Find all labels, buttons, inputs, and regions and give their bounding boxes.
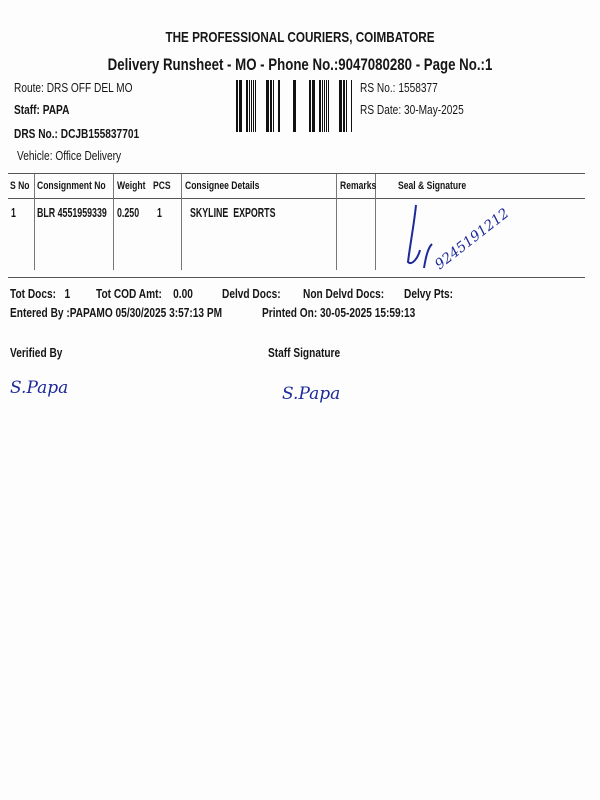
barcode-bar bbox=[319, 80, 321, 132]
signature-phone-note: 9245191212 bbox=[432, 205, 513, 273]
barcode-bar bbox=[249, 80, 250, 132]
verified-by-label: Verified By bbox=[10, 345, 63, 360]
barcode bbox=[236, 80, 352, 132]
verified-signature: S.Papa bbox=[10, 378, 69, 398]
barcode-bar bbox=[324, 80, 325, 132]
rs-date: RS Date: 30-May-2025 bbox=[360, 102, 464, 117]
col-remarks: Remarks bbox=[340, 180, 377, 192]
entered-by: Entered By :PAPAMO 05/30/2025 3:57:13 PM bbox=[10, 305, 223, 320]
delvy-pts: Delvy Pts: bbox=[404, 286, 454, 301]
barcode-bar bbox=[293, 80, 296, 132]
barcode-bar bbox=[346, 80, 347, 132]
barcode-bar bbox=[266, 80, 269, 132]
tot-docs: Tot Docs: 1 bbox=[10, 286, 71, 301]
barcode-bar bbox=[255, 80, 256, 132]
barcode-bar bbox=[246, 80, 248, 132]
col-weight: Weight bbox=[117, 180, 146, 192]
staff-signature-label: Staff Signature bbox=[268, 345, 341, 360]
barcode-bar bbox=[236, 80, 238, 132]
route: Route: DRS OFF DEL MO bbox=[14, 80, 133, 95]
barcode-bar bbox=[309, 80, 311, 132]
barcode-bar bbox=[322, 80, 323, 132]
row-consignment: BLR 4551959339 bbox=[37, 205, 107, 220]
col-consignee: Consignee Details bbox=[185, 180, 260, 192]
col-signature: Seal & Signature bbox=[398, 180, 467, 192]
barcode-bar bbox=[253, 80, 254, 132]
row-consignee: SKYLINE EXPORTS bbox=[190, 205, 276, 220]
barcode-bar bbox=[328, 80, 329, 132]
delvd-docs: Delvd Docs: bbox=[222, 286, 281, 301]
staff: Staff: PAPA bbox=[14, 102, 70, 117]
runsheet-subtitle: Delivery Runsheet - MO - Phone No.:90470… bbox=[107, 55, 493, 74]
non-delvd-docs: Non Delvd Docs: bbox=[303, 286, 385, 301]
barcode-bar bbox=[339, 80, 342, 132]
col-sno: S No bbox=[10, 180, 30, 192]
rs-number: RS No.: 1558377 bbox=[360, 80, 438, 95]
printed-on: Printed On: 30-05-2025 15:59:13 bbox=[262, 305, 416, 320]
barcode-bar bbox=[326, 80, 327, 132]
barcode-bar bbox=[273, 80, 274, 132]
company-title: THE PROFESSIONAL COURIERS, COIMBATORE bbox=[165, 29, 435, 46]
barcode-bar bbox=[343, 80, 345, 132]
barcode-bar bbox=[312, 80, 315, 132]
barcode-bar bbox=[351, 80, 352, 132]
barcode-bar bbox=[251, 80, 252, 132]
vehicle: Vehicle: Office Delivery bbox=[17, 148, 122, 163]
receiver-signature bbox=[406, 204, 433, 269]
row-weight: 0.250 bbox=[117, 205, 140, 220]
col-pcs: PCS bbox=[153, 180, 171, 192]
drs-number: DRS No.: DCJB155837701 bbox=[14, 126, 140, 141]
barcode-bar bbox=[270, 80, 272, 132]
staff-signature: S.Papa bbox=[282, 384, 341, 404]
row-pcs: 1 bbox=[157, 205, 162, 220]
tot-cod: Tot COD Amt: 0.00 bbox=[96, 286, 193, 301]
barcode-bar bbox=[239, 80, 242, 132]
col-consignment: Consignment No bbox=[37, 180, 106, 192]
barcode-bar bbox=[278, 80, 280, 132]
row-sno: 1 bbox=[11, 205, 16, 220]
